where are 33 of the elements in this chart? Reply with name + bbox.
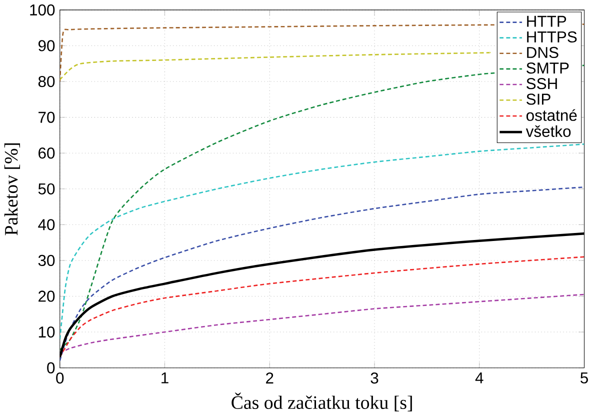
y-tick-label: 100 xyxy=(30,4,55,16)
y-tick-label: 30 xyxy=(38,255,55,266)
x-tick-label: 2 xyxy=(266,372,274,384)
y-tick-label: 10 xyxy=(38,326,55,338)
y-tick-label: 40 xyxy=(38,219,55,230)
y-tick-label: 80 xyxy=(38,76,55,88)
x-tick-label: 1 xyxy=(162,372,168,384)
legend-label: všetko xyxy=(526,126,571,138)
y-tick-label: 70 xyxy=(38,112,55,123)
x-axis-title: Čas od začiatku toku [s] xyxy=(232,392,412,412)
line-series xyxy=(60,52,491,81)
line-series xyxy=(60,64,584,351)
line-series xyxy=(60,294,584,354)
legend-label: ostatné xyxy=(526,109,577,122)
line-series xyxy=(60,256,584,358)
x-tick-label: 0 xyxy=(56,372,64,384)
x-tick-label: 5 xyxy=(580,372,588,384)
line-series xyxy=(60,144,584,340)
legend-label: HTTPS xyxy=(527,31,577,43)
y-tick-label: 50 xyxy=(38,183,55,195)
legend-label: DNS xyxy=(527,47,558,58)
legend-label: SIP xyxy=(526,94,550,105)
legend-label: HTTP xyxy=(527,16,566,27)
y-axis-title: Paketov [%] xyxy=(4,143,20,236)
y-tick-label: 90 xyxy=(38,40,55,52)
y-tick-label: 0 xyxy=(47,362,55,374)
x-tick-label: 4 xyxy=(475,372,484,384)
legend-label: SMTP xyxy=(526,62,569,74)
line-series xyxy=(60,186,584,362)
legend-label: SSH xyxy=(526,78,557,90)
y-tick-label: 20 xyxy=(38,290,55,302)
x-tick-label: 3 xyxy=(370,372,378,384)
y-tick-label: 60 xyxy=(38,148,55,159)
